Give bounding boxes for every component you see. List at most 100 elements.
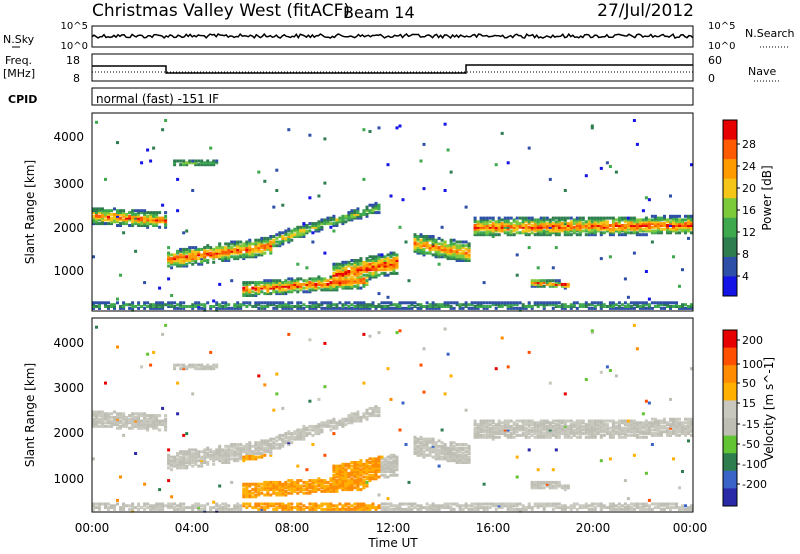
velocity-cell xyxy=(383,457,387,461)
power-cell xyxy=(167,251,171,255)
velocity-cell xyxy=(353,473,357,477)
velocity-cell xyxy=(446,504,450,508)
velocity-cell xyxy=(98,506,101,510)
velocity-cell xyxy=(629,430,633,434)
velocity-cell xyxy=(419,506,423,510)
power-cell xyxy=(308,290,312,294)
power-cell xyxy=(672,305,675,308)
velocity-cell xyxy=(359,480,363,484)
power-cell xyxy=(644,306,648,310)
power-cell xyxy=(251,255,255,259)
velocity-cell xyxy=(272,491,276,495)
power-cell xyxy=(236,305,240,308)
power-cell xyxy=(296,233,300,237)
power-cell xyxy=(170,305,174,308)
velocity-cell xyxy=(476,507,480,511)
velocity-cell xyxy=(560,484,564,488)
velocity-cell xyxy=(137,502,141,506)
power-cell xyxy=(356,303,360,307)
power-cell xyxy=(167,257,171,261)
velocity-cell xyxy=(365,466,369,470)
velocity-cell xyxy=(626,428,630,432)
power-cell xyxy=(245,249,249,253)
velocity-cell xyxy=(392,470,396,473)
power-cell xyxy=(356,266,360,270)
velocity-cell xyxy=(557,421,561,425)
power-cell xyxy=(320,218,324,222)
velocity-cell xyxy=(131,506,135,510)
velocity-cell xyxy=(590,331,594,335)
power-cell xyxy=(530,224,534,227)
velocity-cell xyxy=(380,470,384,473)
velocity-cell xyxy=(101,414,104,418)
power-cell xyxy=(578,216,582,220)
power-cell xyxy=(587,306,591,310)
velocity-cell xyxy=(284,482,288,486)
power-cell xyxy=(299,227,303,231)
power-cell xyxy=(299,301,303,305)
velocity-cell xyxy=(287,437,291,441)
velocity-cell xyxy=(224,461,228,464)
power-cell xyxy=(296,262,300,266)
power-cell xyxy=(218,305,222,308)
power-cell xyxy=(362,273,366,277)
velocity-cell xyxy=(191,455,195,459)
velocity-cell xyxy=(284,491,288,495)
velocity-cell xyxy=(293,430,297,434)
velocity-cell xyxy=(356,507,360,511)
power-cell xyxy=(371,301,375,305)
power-cell xyxy=(506,301,510,305)
velocity-cell xyxy=(344,482,348,486)
power-cell xyxy=(155,218,159,222)
velocity-cell xyxy=(551,502,555,506)
power-cell xyxy=(377,211,381,215)
power-cell xyxy=(566,222,570,226)
power-cell xyxy=(332,273,336,277)
power-cell xyxy=(104,218,107,222)
velocity-cell xyxy=(623,423,627,427)
velocity-cell xyxy=(158,488,162,492)
power-cell xyxy=(431,301,435,305)
velocity-cell xyxy=(626,423,630,427)
power-cell xyxy=(386,305,390,308)
power-cell xyxy=(101,211,104,215)
power-cell xyxy=(329,281,333,285)
power-cell xyxy=(278,281,282,285)
velocity-cell xyxy=(488,433,492,437)
velocity-cell xyxy=(137,415,141,419)
power-cell xyxy=(296,225,300,229)
power-cell xyxy=(335,306,339,310)
velocity-cell xyxy=(227,453,231,457)
power-cell xyxy=(221,255,225,259)
power-cell xyxy=(119,212,122,216)
power-cell xyxy=(380,305,384,308)
velocity-cell xyxy=(422,453,426,457)
power-cell xyxy=(455,247,459,251)
power-cell xyxy=(482,216,486,220)
power-cell xyxy=(425,236,429,240)
power-cell xyxy=(353,268,357,272)
power-cell xyxy=(383,262,387,266)
velocity-cell xyxy=(203,453,207,457)
velocity-cell xyxy=(605,506,609,510)
velocity-cell xyxy=(548,421,552,425)
power-cell xyxy=(632,220,636,224)
velocity-cell xyxy=(395,507,399,511)
power-cell xyxy=(401,306,405,310)
power-cell xyxy=(122,218,126,222)
power-cell xyxy=(506,220,510,224)
power-cell xyxy=(371,257,375,261)
velocity-cell xyxy=(287,441,291,445)
power-cell xyxy=(356,211,360,215)
velocity-cell xyxy=(464,453,468,457)
velocity-cell xyxy=(152,350,156,354)
velocity-cell xyxy=(287,504,291,508)
velocity-cell xyxy=(536,428,540,432)
velocity-cell xyxy=(431,444,435,448)
power-cell xyxy=(209,247,213,251)
power-cell xyxy=(419,303,423,307)
velocity-cell xyxy=(260,455,264,459)
power-cell xyxy=(92,216,95,220)
velocity-cell xyxy=(164,423,168,427)
velocity-cell xyxy=(458,461,462,464)
